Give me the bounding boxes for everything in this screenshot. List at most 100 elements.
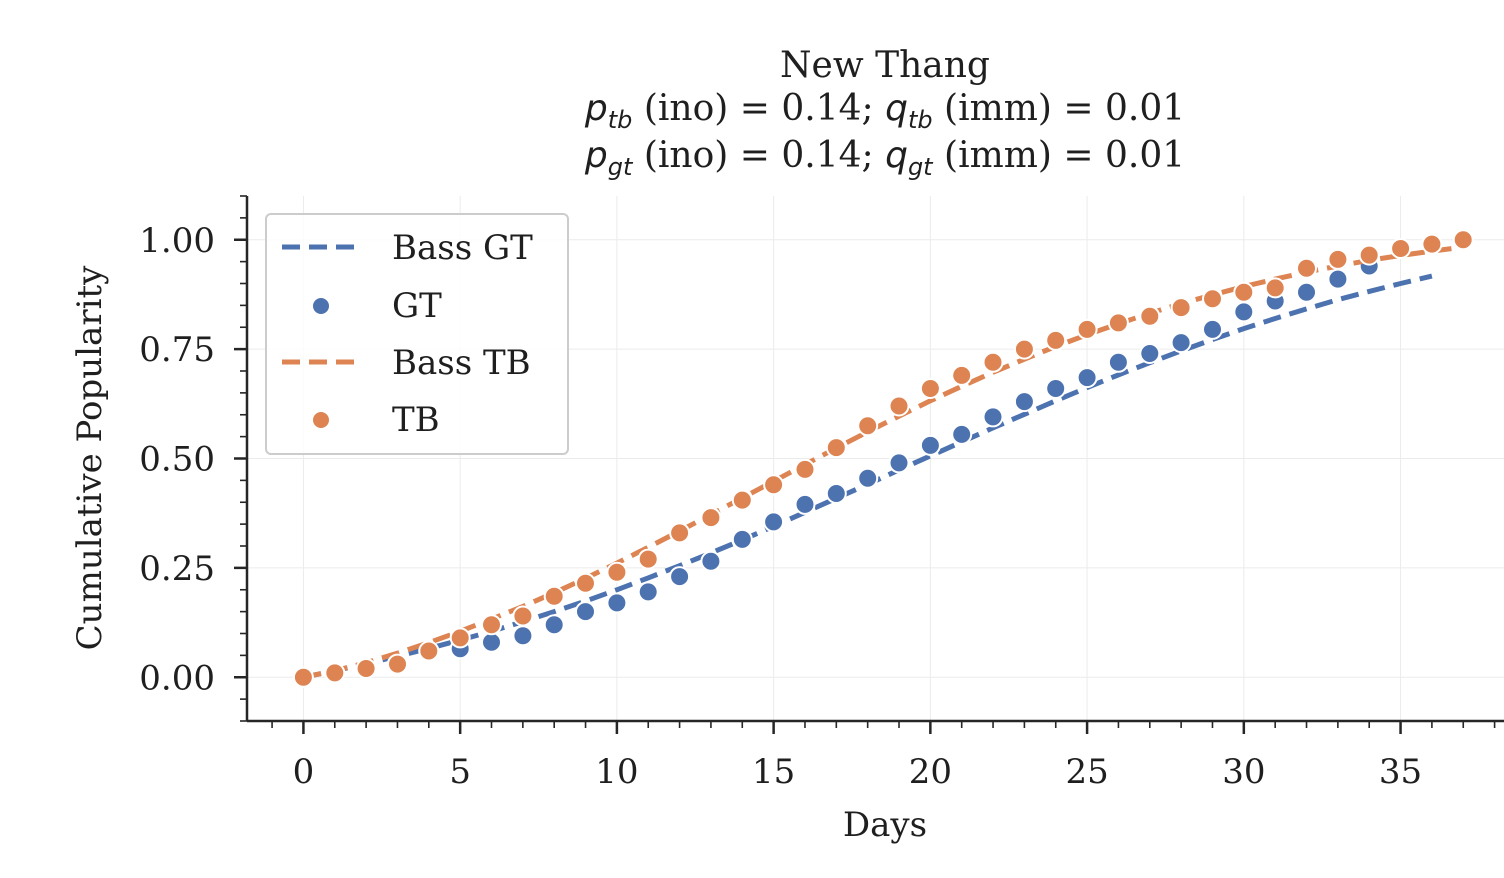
gt-point <box>1327 268 1349 290</box>
title-q-gt-subscript: gt <box>908 153 934 181</box>
tb-point <box>543 585 565 607</box>
gt-point <box>700 550 722 572</box>
y-tick-label: 0.50 <box>139 440 215 480</box>
tb-point <box>1421 233 1443 255</box>
gt-point <box>1170 332 1192 354</box>
tb-point <box>857 415 879 437</box>
tb-point <box>888 395 910 417</box>
x-tick-label: 15 <box>752 752 795 792</box>
title-p-tb-text: (ino) = 0.14; <box>632 88 885 129</box>
tb-point <box>1390 238 1412 259</box>
y-tick-label: 0.75 <box>139 330 215 370</box>
title-q-tb-subscript: tb <box>908 106 933 134</box>
gt-point <box>1233 301 1255 323</box>
y-tick-label: 1.00 <box>139 221 215 261</box>
title-line-1: New Thang <box>780 45 990 86</box>
tb-point <box>481 614 502 636</box>
tb-point <box>919 378 941 399</box>
x-tick-label: 0 <box>293 752 315 792</box>
tb-point <box>700 507 722 529</box>
gt-point <box>637 581 659 603</box>
x-tick-label: 10 <box>595 752 638 792</box>
tb-point <box>1296 257 1317 279</box>
tb-point <box>951 364 973 386</box>
gt-point <box>982 406 1004 428</box>
title-p-gt-text: (ino) = 0.14; <box>632 135 885 176</box>
title-q-gt-symbol: q <box>885 135 908 176</box>
gt-point <box>763 511 785 533</box>
tb-point <box>1076 318 1098 340</box>
tb-point <box>1202 288 1223 310</box>
gt-point <box>794 493 816 515</box>
gt-point <box>919 434 941 456</box>
chart-title: New Thang ptb (ino) = 0.14; qtb (imm) = … <box>584 45 1185 181</box>
plot-area <box>292 229 1474 688</box>
gt-point <box>1296 281 1317 303</box>
tb-point <box>1233 281 1255 303</box>
gt-point <box>606 592 628 614</box>
legend-gt-swatch <box>311 296 331 316</box>
tb-point <box>512 605 534 627</box>
tb-point <box>1139 305 1161 327</box>
gt-point <box>857 467 879 489</box>
tb-point <box>1327 248 1349 270</box>
tb-point <box>1358 244 1380 266</box>
gt-point <box>1139 343 1161 364</box>
tb-point <box>449 627 471 649</box>
x-tick-label: 25 <box>1065 752 1108 792</box>
title-p-tb-subscript: tb <box>608 106 633 134</box>
tb-point <box>794 458 816 480</box>
title-p-gt-subscript: gt <box>608 153 634 181</box>
gt-point <box>481 631 502 653</box>
tb-point <box>1107 312 1129 334</box>
y-tick-label: 0.25 <box>139 549 215 589</box>
tb-point <box>575 572 596 594</box>
legend-bass-tb-label: Bass TB <box>392 343 531 383</box>
x-tick-label: 5 <box>449 752 471 792</box>
legend-bass-gt-label: Bass GT <box>392 228 533 268</box>
legend-gt-label: GT <box>392 286 442 326</box>
tb-point <box>1045 329 1067 351</box>
y-axis-label: Cumulative Popularity <box>70 265 110 650</box>
gt-point <box>951 423 973 445</box>
tb-point <box>669 522 691 544</box>
axes: 0 5 10 15 20 25 30 35 0.00 0.25 0.50 0.75 1.00 <box>139 195 1504 792</box>
tb-point <box>606 561 628 583</box>
tb-point <box>387 653 408 675</box>
x-axis-label: Days <box>843 805 927 845</box>
gt-point <box>575 601 596 623</box>
gt-point <box>888 452 910 474</box>
gt-point <box>669 566 691 588</box>
gt-point <box>731 528 753 550</box>
legend-tb-label: TB <box>392 400 440 440</box>
tb-point <box>1013 338 1035 360</box>
y-tick-label: 0.00 <box>139 658 215 698</box>
title-q-gt-text: (imm) = 0.01 <box>933 135 1186 176</box>
tb-point <box>324 662 346 684</box>
title-line-3: pgt (ino) = 0.14; qgt (imm) = 0.01 <box>584 135 1185 181</box>
tb-point <box>637 548 659 570</box>
gt-point <box>825 483 847 504</box>
x-tick-label: 35 <box>1379 752 1422 792</box>
gt-point <box>512 625 534 647</box>
gt-point <box>1202 318 1223 340</box>
title-q-tb-text: (imm) = 0.01 <box>933 88 1186 129</box>
title-line-2: ptb (ino) = 0.14; qtb (imm) = 0.01 <box>584 88 1185 134</box>
gt-point <box>1076 367 1098 389</box>
tb-point <box>292 666 314 688</box>
x-tick-label: 20 <box>909 752 952 792</box>
title-p-tb-symbol: p <box>584 88 608 129</box>
gt-point <box>1107 351 1129 373</box>
tb-point <box>418 640 440 662</box>
tb-point <box>982 351 1004 373</box>
gt-point <box>1045 378 1067 399</box>
tb-point <box>355 658 377 679</box>
x-tick-label: 30 <box>1222 752 1265 792</box>
title-p-gt-symbol: p <box>584 135 608 176</box>
legend-tb-swatch <box>311 410 331 430</box>
tb-point <box>763 474 785 496</box>
tb-point <box>1170 297 1192 319</box>
tb-point <box>1452 229 1474 251</box>
tb-point <box>825 437 847 459</box>
